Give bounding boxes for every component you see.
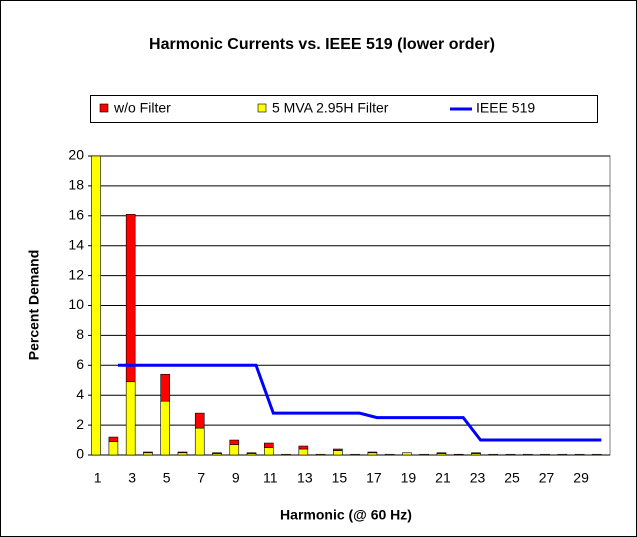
y-tick-label: 20 bbox=[68, 147, 84, 163]
legend-label: w/o Filter bbox=[113, 100, 171, 116]
y-tick-label: 10 bbox=[68, 296, 84, 312]
bar-segment bbox=[333, 450, 343, 456]
y-tick-label: 14 bbox=[68, 236, 84, 252]
bar-segment bbox=[367, 452, 378, 456]
x-tick-label: 5 bbox=[163, 470, 171, 486]
bar-segment bbox=[402, 452, 412, 456]
bar-segment bbox=[177, 451, 188, 454]
x-tick-label: 23 bbox=[470, 470, 486, 486]
y-tick-label: 4 bbox=[76, 386, 84, 402]
bar-segment bbox=[263, 442, 274, 448]
bar-segment bbox=[108, 441, 119, 456]
x-tick-label: 1 bbox=[94, 470, 102, 486]
bar-segment bbox=[108, 436, 119, 442]
y-tick-label: 6 bbox=[76, 356, 84, 372]
x-tick-label: 25 bbox=[504, 470, 520, 486]
bar-segment bbox=[177, 452, 188, 456]
bar-segment bbox=[419, 453, 430, 456]
bar-segment bbox=[367, 451, 378, 454]
bar-segment bbox=[281, 453, 291, 456]
x-tick-label: 27 bbox=[539, 470, 555, 486]
x-tick-label: 29 bbox=[573, 470, 589, 486]
y-axis-title: Percent Demand bbox=[26, 250, 42, 360]
bar-segment bbox=[333, 448, 343, 451]
bar-segment bbox=[160, 373, 170, 402]
x-tick-label: 17 bbox=[366, 470, 382, 486]
bar-segment bbox=[574, 453, 585, 456]
legend-swatch bbox=[99, 103, 109, 113]
bar-segment bbox=[522, 453, 533, 456]
bar-segment bbox=[143, 452, 153, 456]
x-tick-label: 13 bbox=[297, 470, 313, 486]
bar-segment bbox=[125, 381, 136, 456]
x-tick-label: 11 bbox=[263, 470, 278, 486]
bar-segment bbox=[246, 452, 257, 454]
bar-segment bbox=[505, 453, 516, 456]
bar-segment bbox=[212, 452, 222, 454]
bar-segment bbox=[592, 453, 602, 456]
y-tick-label: 2 bbox=[76, 416, 84, 432]
bar-segment bbox=[384, 453, 395, 456]
bar-segment bbox=[298, 445, 309, 450]
x-tick-label: 21 bbox=[435, 470, 451, 486]
x-axis-title: Harmonic (@ 60 Hz) bbox=[280, 507, 412, 523]
bar-segment bbox=[436, 452, 447, 454]
x-tick-label: 7 bbox=[197, 470, 205, 486]
bar-segment bbox=[125, 214, 136, 383]
x-tick-label: 19 bbox=[401, 470, 417, 486]
x-tick-label: 15 bbox=[332, 470, 348, 486]
bar-segment bbox=[557, 453, 568, 456]
bar-segment bbox=[298, 448, 309, 456]
y-tick-label: 8 bbox=[76, 326, 84, 342]
bar-segment bbox=[453, 453, 464, 456]
bar-segment bbox=[315, 453, 326, 456]
bar-segment bbox=[540, 453, 550, 456]
bar-segment bbox=[143, 451, 153, 454]
bar-segment bbox=[194, 427, 205, 456]
y-tick-label: 0 bbox=[76, 446, 84, 462]
legend-swatch bbox=[257, 103, 267, 113]
bar-segment bbox=[488, 453, 499, 456]
bar-segment bbox=[471, 452, 481, 454]
legend-label: IEEE 519 bbox=[476, 100, 535, 116]
bar-segment bbox=[229, 439, 240, 445]
legend-label: 5 MVA 2.95H Filter bbox=[272, 100, 389, 116]
bar-segment bbox=[229, 444, 240, 456]
bar-segment bbox=[263, 447, 274, 456]
bar-segment bbox=[160, 400, 170, 456]
line-series bbox=[117, 363, 602, 442]
bar-segment bbox=[194, 412, 205, 429]
chart-title: Harmonic Currents vs. IEEE 519 (lower or… bbox=[149, 36, 495, 53]
y-tick-label: 12 bbox=[68, 266, 84, 282]
y-tick-label: 18 bbox=[68, 177, 84, 193]
x-tick-label: 9 bbox=[232, 470, 240, 486]
bar-segment bbox=[350, 453, 360, 456]
legend bbox=[90, 95, 598, 123]
y-tick-label: 16 bbox=[68, 207, 84, 223]
bar-segment bbox=[91, 155, 101, 456]
x-tick-label: 3 bbox=[128, 470, 136, 486]
